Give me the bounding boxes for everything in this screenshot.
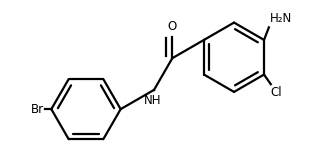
Text: Br: Br <box>31 103 44 116</box>
Text: NH: NH <box>144 94 162 107</box>
Text: H₂N: H₂N <box>270 12 292 25</box>
Text: O: O <box>168 20 177 33</box>
Text: Cl: Cl <box>271 86 282 99</box>
